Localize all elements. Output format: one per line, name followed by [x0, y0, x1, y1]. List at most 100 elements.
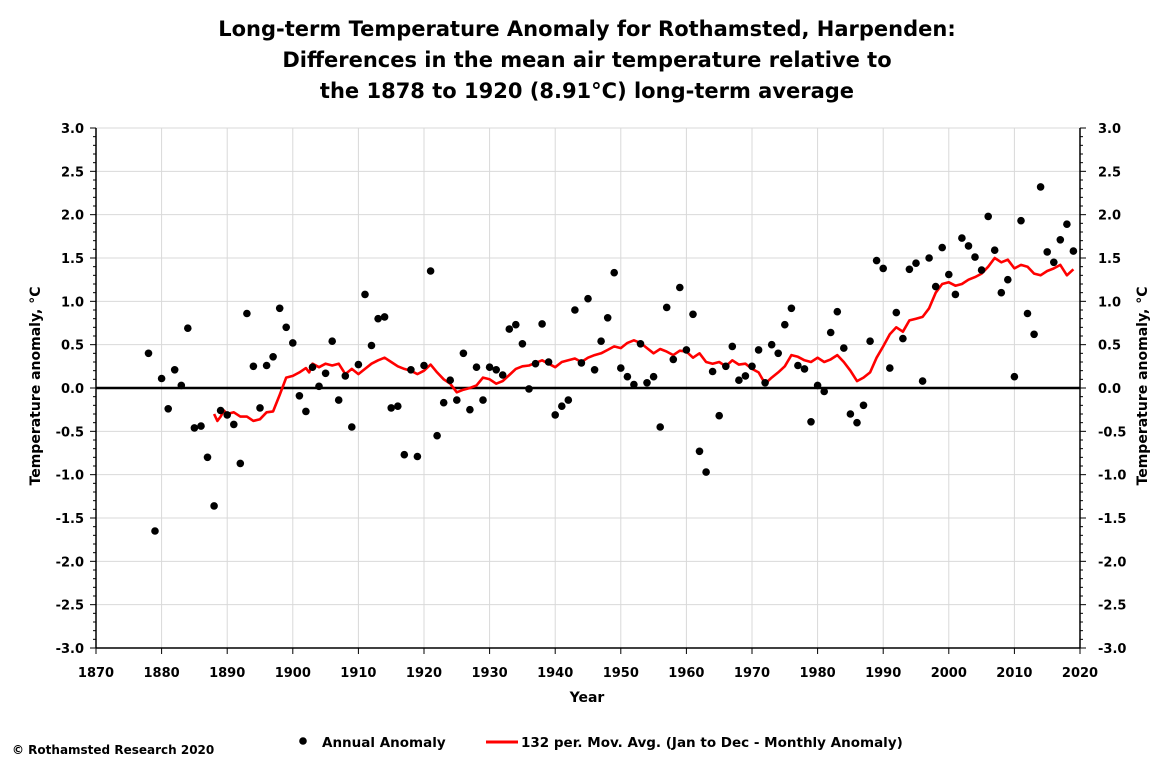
- data-point: [617, 364, 625, 372]
- data-point: [249, 362, 258, 371]
- title-line-1: Long-term Temperature Anomaly for Rotham…: [218, 17, 956, 41]
- data-point: [761, 379, 769, 387]
- chart-title: Long-term Temperature Anomaly for Rotham…: [218, 17, 956, 103]
- data-point: [394, 402, 402, 411]
- data-point: [708, 367, 717, 376]
- data-point: [492, 366, 501, 374]
- data-point: [256, 404, 264, 412]
- data-point: [807, 418, 815, 426]
- data-point: [203, 453, 212, 462]
- data-point: [826, 328, 835, 337]
- data-point: [354, 360, 363, 369]
- data-point: [577, 359, 586, 367]
- y-tick-labels-left: 3.0 2.5 2.0 1.5 1.0 0.5 0.0 -0.5 -1.0 -1.5 -2.0 -2.…: [56, 122, 84, 657]
- data-point: [774, 349, 782, 358]
- data-point: [735, 376, 743, 385]
- y-tick-label-right: -3.0: [1098, 642, 1126, 657]
- data-point: [656, 423, 664, 431]
- x-tick-label: 1990: [865, 666, 901, 681]
- data-point: [748, 362, 756, 371]
- data-point: [912, 259, 920, 268]
- legend-marker-annual-anomaly: [299, 737, 307, 745]
- x-tick-label: 1930: [472, 666, 508, 681]
- data-point: [361, 290, 369, 299]
- data-point: [662, 303, 671, 312]
- data-point: [905, 265, 914, 274]
- legend: Annual Anomaly 132 per. Mov. Avg. (Jan t…: [299, 735, 903, 751]
- data-point: [275, 304, 284, 313]
- y-tick-label-left: -1.0: [56, 469, 84, 484]
- data-point: [728, 342, 737, 351]
- axes: [95, 128, 1081, 649]
- data-point: [886, 364, 894, 372]
- y-tick-label-left: -2.5: [56, 599, 84, 614]
- data-point: [610, 268, 618, 277]
- data-point: [328, 337, 337, 346]
- data-point: [676, 283, 684, 292]
- x-tick-label: 2000: [931, 666, 967, 681]
- data-point: [1017, 216, 1025, 225]
- x-tick-label: 1880: [144, 666, 180, 681]
- data-point: [945, 270, 953, 279]
- data-point: [584, 294, 592, 303]
- legend-label-annual-anomaly: Annual Anomaly: [322, 735, 446, 751]
- data-point: [918, 377, 927, 385]
- data-point: [525, 385, 533, 393]
- data-point: [157, 374, 166, 383]
- data-point: [538, 320, 546, 328]
- data-point: [236, 459, 245, 468]
- data-point: [348, 423, 356, 431]
- y-axis-label-right: Temperature anomaly, °C: [1135, 287, 1151, 486]
- y-tick-label-right: 1.5: [1098, 252, 1121, 267]
- data-point: [472, 363, 481, 372]
- copyright-notice: © Rothamsted Research 2020: [12, 743, 214, 757]
- y-tick-label-left: 2.0: [61, 209, 84, 224]
- data-point: [446, 376, 455, 385]
- data-point: [289, 339, 297, 347]
- data-point: [184, 324, 192, 333]
- data-point: [1056, 236, 1065, 244]
- data-point: [341, 372, 350, 380]
- data-point: [459, 349, 468, 358]
- data-point: [433, 431, 441, 440]
- data-point: [1010, 372, 1019, 381]
- data-point: [243, 309, 251, 318]
- data-point: [453, 396, 461, 404]
- data-point: [603, 314, 612, 322]
- data-point: [840, 344, 848, 352]
- data-point: [1023, 309, 1032, 318]
- data-point: [892, 308, 901, 317]
- moving-average-line: [212, 256, 1075, 423]
- y-tick-label-right: -2.0: [1098, 555, 1126, 570]
- x-tick-label: 2010: [996, 666, 1032, 681]
- x-tick-label: 1900: [275, 666, 311, 681]
- data-point: [387, 404, 396, 412]
- data-point: [308, 363, 317, 372]
- data-point: [177, 381, 186, 390]
- data-point: [722, 362, 730, 371]
- y-axis-label-left: Temperature anomaly, °C: [28, 287, 44, 486]
- data-point: [879, 264, 887, 273]
- data-point: [420, 361, 428, 370]
- x-tick-label: 1980: [800, 666, 836, 681]
- data-point: [190, 424, 199, 432]
- data-point: [984, 212, 992, 221]
- data-point: [413, 452, 422, 461]
- data-point: [302, 407, 310, 416]
- data-point: [951, 290, 960, 299]
- moving-average-series: [212, 256, 1075, 423]
- data-point: [669, 355, 678, 364]
- title-line-3: the 1878 to 1920 (8.91°C) long-term aver…: [320, 79, 854, 103]
- data-point: [544, 358, 553, 366]
- data-point: [1069, 247, 1078, 255]
- data-point: [695, 447, 704, 456]
- data-point: [518, 340, 527, 348]
- data-point: [295, 392, 304, 400]
- annual-anomaly-series: [144, 183, 1078, 535]
- data-point: [466, 405, 474, 414]
- data-point: [1063, 220, 1071, 228]
- data-point: [170, 366, 179, 374]
- y-tick-label-right: -0.5: [1098, 425, 1126, 440]
- y-tick-label-right: 1.0: [1098, 295, 1121, 310]
- y-tick-label-left: 0.5: [61, 339, 84, 354]
